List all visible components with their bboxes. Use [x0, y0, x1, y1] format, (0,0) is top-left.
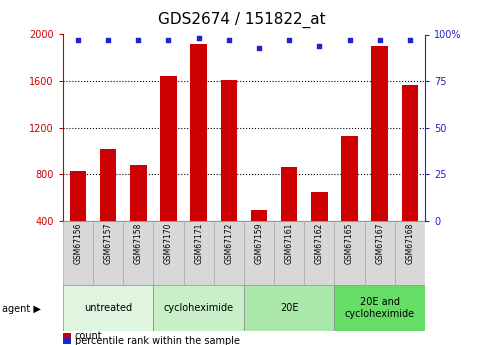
Text: agent ▶: agent ▶ [2, 304, 41, 314]
Bar [281, 167, 298, 221]
Text: GDS2674 / 151822_at: GDS2674 / 151822_at [157, 12, 326, 28]
Bar [395, 221, 425, 285]
Point [165, 37, 172, 43]
Text: GSM67170: GSM67170 [164, 223, 173, 264]
Point [406, 37, 414, 43]
Text: GSM67161: GSM67161 [284, 223, 294, 264]
Bar [244, 221, 274, 285]
Bar [123, 221, 154, 285]
Bar [213, 221, 244, 285]
Bar [304, 221, 334, 285]
Text: GSM67168: GSM67168 [405, 223, 414, 264]
Bar [244, 285, 334, 331]
Text: GSM67157: GSM67157 [103, 223, 113, 264]
Bar [130, 165, 146, 221]
Bar [63, 285, 154, 331]
Bar [334, 285, 425, 331]
Text: cycloheximide: cycloheximide [164, 303, 234, 313]
Bar [311, 192, 327, 221]
Text: GSM67165: GSM67165 [345, 223, 354, 264]
Bar [154, 221, 184, 285]
Point [104, 37, 112, 43]
Point [315, 43, 323, 48]
Text: percentile rank within the sample: percentile rank within the sample [75, 336, 240, 345]
Point [225, 37, 233, 43]
Text: 20E: 20E [280, 303, 298, 313]
Point [376, 37, 384, 43]
Bar [63, 221, 93, 285]
Text: GSM67156: GSM67156 [73, 223, 83, 264]
Bar [221, 80, 237, 221]
Bar [93, 221, 123, 285]
Bar [251, 210, 267, 221]
Bar [184, 221, 213, 285]
Text: GSM67172: GSM67172 [224, 223, 233, 264]
Bar [274, 221, 304, 285]
Bar [402, 85, 418, 221]
Bar [70, 171, 86, 221]
Bar [190, 44, 207, 221]
Bar [334, 221, 365, 285]
Point [195, 36, 202, 41]
Bar [371, 46, 388, 221]
Bar [341, 136, 358, 221]
Point [134, 37, 142, 43]
Bar [365, 221, 395, 285]
Text: GSM67167: GSM67167 [375, 223, 384, 264]
Text: GSM67162: GSM67162 [315, 223, 324, 264]
Text: 20E and
cycloheximide: 20E and cycloheximide [345, 297, 415, 319]
Bar [154, 285, 244, 331]
Text: GSM67171: GSM67171 [194, 223, 203, 264]
Point [255, 45, 263, 50]
Point [74, 37, 82, 43]
Text: untreated: untreated [84, 303, 132, 313]
Point [346, 37, 354, 43]
Bar [100, 149, 116, 221]
Point [285, 37, 293, 43]
Text: GSM67159: GSM67159 [255, 223, 264, 264]
Text: count: count [75, 331, 102, 341]
Text: GSM67158: GSM67158 [134, 223, 143, 264]
Bar [160, 77, 177, 221]
